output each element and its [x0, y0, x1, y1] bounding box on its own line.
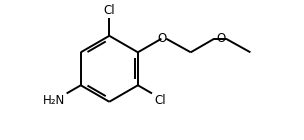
Text: Cl: Cl: [154, 94, 166, 107]
Text: H₂N: H₂N: [43, 94, 65, 107]
Text: O: O: [158, 32, 167, 45]
Text: O: O: [216, 32, 226, 45]
Text: Cl: Cl: [104, 4, 115, 17]
